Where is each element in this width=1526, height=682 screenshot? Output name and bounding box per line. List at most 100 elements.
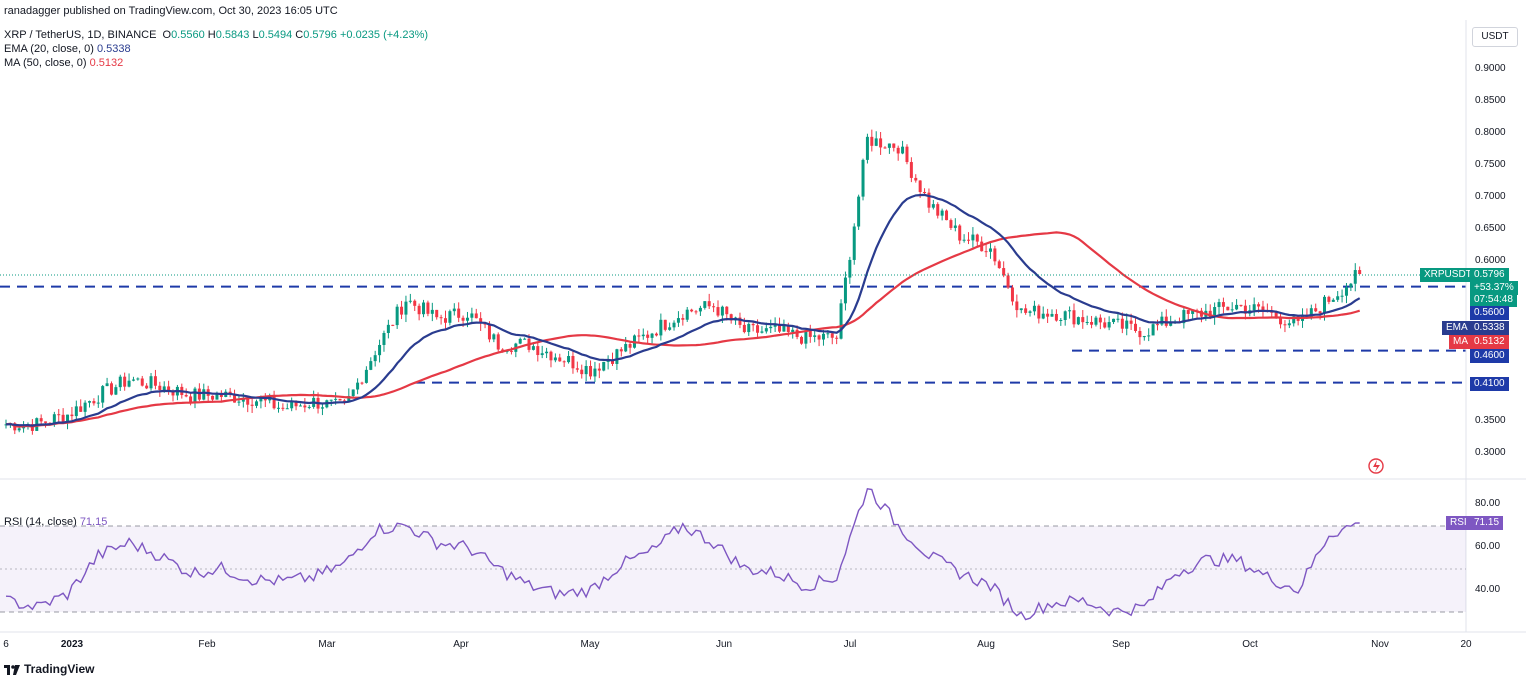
candle-body [320, 407, 324, 409]
candle-body [848, 259, 852, 278]
candle-body [690, 309, 694, 312]
candle-body [694, 311, 698, 313]
candle-body [936, 204, 940, 216]
candle-body [509, 350, 513, 352]
candle-body [109, 383, 113, 395]
candle-body [619, 349, 623, 352]
candle-body [496, 334, 500, 350]
time-tick-label: Mar [318, 639, 336, 650]
candle-body [1287, 323, 1291, 326]
candle-body [1340, 295, 1344, 297]
time-tick-label: 2023 [60, 639, 84, 650]
candle-body [769, 326, 773, 329]
candle-body [74, 406, 78, 417]
candle-body [602, 361, 606, 371]
candle-body [1358, 270, 1362, 275]
candle-body [971, 234, 975, 241]
candle-body [1068, 310, 1072, 312]
candle-body [949, 220, 953, 228]
candle-body [997, 261, 1001, 269]
candle-body [1292, 316, 1296, 324]
currency-button[interactable]: USDT [1472, 27, 1518, 47]
candle-body [1054, 313, 1058, 321]
candle-body [430, 309, 434, 314]
candle-body [479, 318, 483, 324]
candle-body [786, 325, 790, 332]
candle-body [246, 398, 250, 405]
candle-body [215, 393, 219, 400]
candle-body [1226, 306, 1230, 311]
ma-legend: MA (50, close, 0) 0.5132 [4, 57, 123, 69]
candle-body [1208, 310, 1212, 318]
price-tick-label: 0.3000 [1475, 447, 1506, 458]
countdown-tag: 07:54:48 [1470, 293, 1517, 307]
candle-body [298, 405, 302, 407]
candle-body [189, 396, 193, 403]
candle-body [958, 225, 962, 241]
candle-body [426, 302, 430, 314]
candlestick-series [4, 129, 1362, 435]
published-line: ranadagger published on TradingView.com,… [4, 5, 338, 17]
candle-body [650, 333, 654, 338]
candle-body [865, 136, 869, 160]
candle-body [988, 248, 992, 252]
candle-body [1090, 321, 1094, 325]
candle-body [663, 319, 667, 330]
candle-body [826, 333, 830, 335]
candle-body [1261, 306, 1265, 311]
candle-body [391, 324, 395, 326]
candle-body [1072, 310, 1076, 325]
candle-body [483, 323, 487, 325]
ohlc-high-label: H [207, 29, 216, 41]
candle-body [448, 311, 452, 323]
price-tick-label: 0.7000 [1475, 191, 1506, 202]
price-tick-label: 0.7500 [1475, 159, 1506, 170]
candle-body [712, 306, 716, 308]
brand-name: TradingView [24, 662, 95, 676]
candle-body [457, 308, 461, 318]
footer-brand[interactable]: TradingView [4, 662, 94, 676]
candle-body [923, 192, 927, 194]
candle-body [145, 385, 149, 389]
candle-body [892, 143, 896, 148]
ohlc-high: 0.5843 [215, 29, 250, 41]
ohlc-open-label: O [162, 29, 172, 41]
ohlc-close: 0.5796 [303, 29, 337, 41]
candle-body [1283, 324, 1287, 326]
candle-body [1112, 318, 1116, 323]
horizontal-levels [0, 285, 1466, 384]
ohlc-low: 0.5494 [258, 29, 293, 41]
candle-body [883, 147, 887, 149]
ohlc-open: 0.5560 [171, 29, 205, 41]
lightning-icon[interactable] [1368, 458, 1384, 474]
ema-legend-label: EMA (20, close, 0) [4, 43, 94, 55]
candle-body [162, 386, 166, 391]
candle-body [1046, 313, 1050, 317]
candle-body [92, 401, 96, 404]
candle-body [646, 334, 650, 338]
candle-body [17, 428, 21, 431]
candle-body [285, 408, 289, 410]
candle-body [272, 396, 276, 409]
candle-body [1151, 324, 1155, 336]
candle-body [549, 351, 553, 361]
candle-body [1279, 317, 1283, 325]
last-price-tag: 0.5796 [1470, 268, 1509, 282]
candle-body [580, 369, 584, 375]
candle-body [1336, 296, 1340, 300]
candle-body [360, 382, 364, 384]
ema-legend: EMA (20, close, 0) 0.5338 [4, 43, 131, 55]
candle-body [211, 395, 215, 400]
symbol-legend: XRP / TetherUS, 1D, BINANCE O0.5560 H0.5… [4, 29, 428, 41]
candle-body [123, 376, 127, 387]
candle-body [1019, 308, 1023, 311]
candle-body [1015, 301, 1019, 311]
candle-body [105, 383, 109, 387]
candle-body [307, 406, 311, 408]
price-tick-label: 0.3500 [1475, 415, 1506, 426]
rsi-tick-label: 80.00 [1475, 498, 1501, 509]
candle-body [887, 143, 891, 148]
candle-body [193, 388, 197, 403]
candle-body [760, 331, 764, 333]
